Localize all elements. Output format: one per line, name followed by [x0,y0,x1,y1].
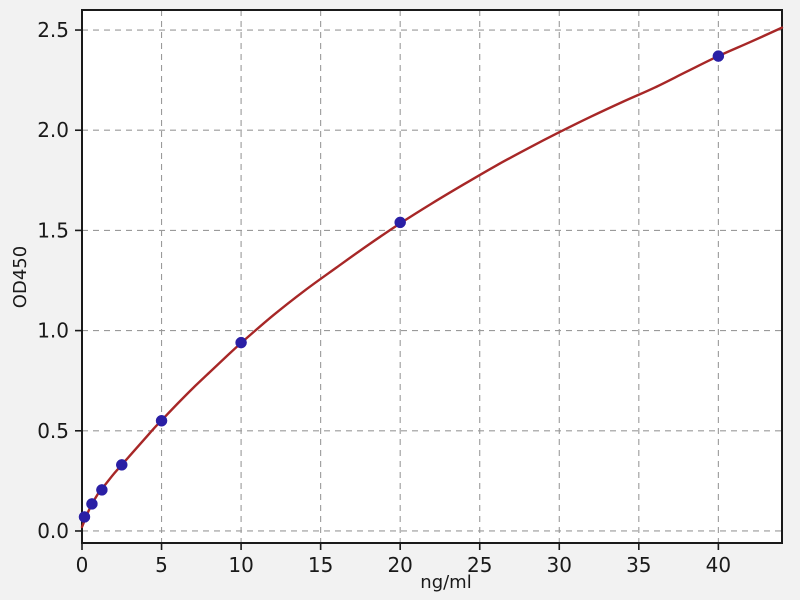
data-point-marker [155,415,168,427]
data-point-marker [712,50,725,62]
y-tick-label: 1.5 [37,218,69,242]
data-point-marker [86,498,98,510]
axis-ticks [75,29,720,550]
data-point-marker [235,336,247,349]
axis-spines [81,9,783,544]
data-point-marker [78,511,91,523]
x-tick-label: 15 [308,553,333,577]
data-point-marker [96,484,108,496]
x-tick-label: 10 [228,553,253,577]
x-tick-label: 35 [626,553,651,577]
tick-labels: 0 5 10 15 20 25 30 35 40 0.0 0.5 1.0 1.5 2.0 2.5 [37,18,731,577]
x-tick-label: 25 [467,553,492,577]
x-tick-label: 40 [706,553,731,577]
y-tick-label: 2.0 [37,118,69,142]
x-tick-label: 30 [547,553,572,577]
gridlines [81,10,782,543]
y-axis-title: OD450 [10,246,31,308]
x-axis-title: ng/ml [420,572,471,593]
plot-area-background [82,10,782,543]
x-tick-label: 5 [155,553,168,577]
y-tick-label: 2.5 [37,18,69,42]
data-point-marker [116,459,128,471]
y-tick-label: 0.0 [37,519,69,543]
x-tick-label: 20 [387,553,412,577]
y-tick-label: 0.5 [37,419,69,443]
plot-border [81,9,783,544]
data-points [78,50,725,523]
data-point-marker [394,216,406,229]
y-tick-label: 1.0 [37,319,69,343]
x-tick-label: 0 [76,553,89,577]
